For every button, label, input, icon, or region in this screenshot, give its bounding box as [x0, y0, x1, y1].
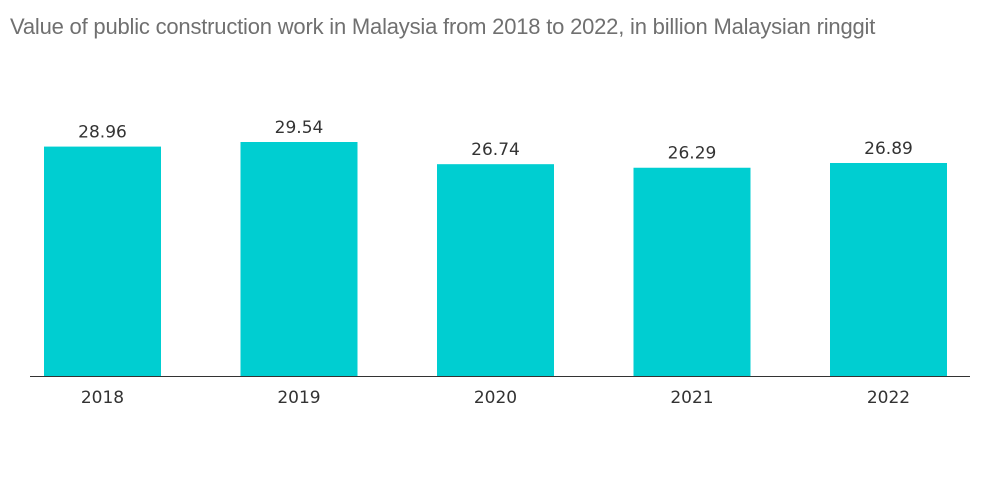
value-label-2022: 26.89 — [864, 139, 913, 159]
bar-2019 — [240, 142, 358, 376]
bars-group — [44, 142, 947, 376]
x-tick-label-2018: 2018 — [81, 388, 124, 408]
value-label-2018: 28.96 — [78, 123, 127, 143]
bar-2020 — [437, 164, 554, 376]
x-tick-label-2020: 2020 — [474, 388, 517, 408]
bar-2021 — [633, 167, 751, 376]
bar-2018 — [44, 146, 161, 376]
x-tick-labels-group: 2018 2019 2020 2021 2022 — [81, 388, 910, 408]
value-labels-group: 28.96 29.54 26.74 26.29 26.89 — [78, 118, 913, 164]
value-label-2019: 29.54 — [275, 118, 324, 138]
value-label-2020: 26.74 — [471, 140, 520, 160]
bar-2022 — [830, 162, 947, 376]
x-tick-label-2019: 2019 — [277, 388, 320, 408]
chart-title: Value of public construction work in Mal… — [10, 14, 876, 39]
x-tick-label-2022: 2022 — [867, 388, 910, 408]
value-label-2021: 26.29 — [668, 144, 717, 164]
x-tick-label-2021: 2021 — [670, 388, 713, 408]
